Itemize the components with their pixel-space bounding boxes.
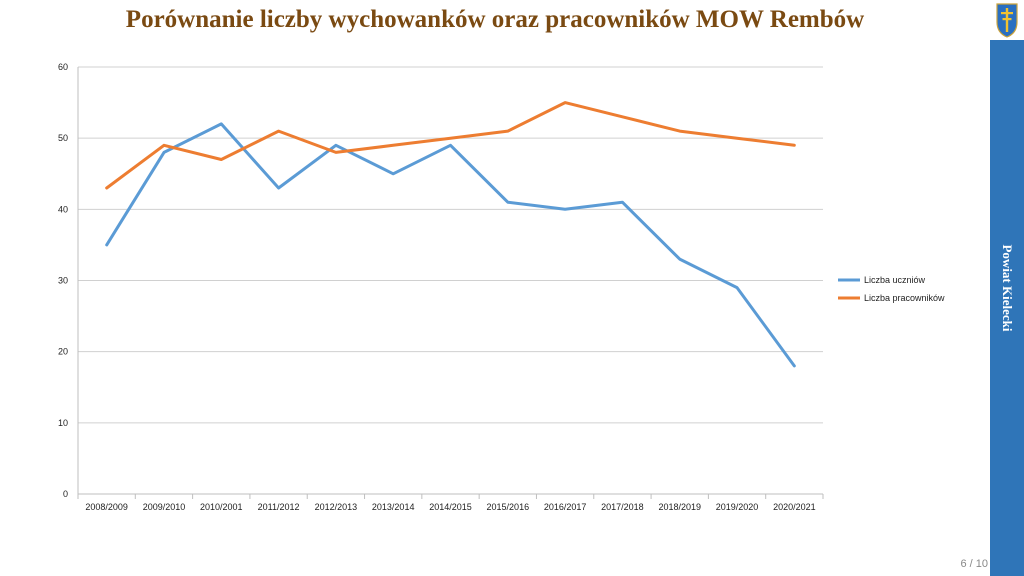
y-tick-label: 0 (63, 489, 68, 499)
x-tick-label: 2017/2018 (601, 502, 644, 512)
coat-of-arms-icon (996, 3, 1018, 38)
x-tick-label: 2019/2020 (716, 502, 759, 512)
x-tick-label: 2012/2013 (315, 502, 358, 512)
x-tick-label: 2013/2014 (372, 502, 415, 512)
x-tick-label: 2008/2009 (85, 502, 128, 512)
series-lines (105, 101, 796, 368)
x-tick-label: 2015/2016 (487, 502, 530, 512)
x-tick-label: 2018/2019 (658, 502, 701, 512)
x-tick-label: 2010/2001 (200, 502, 243, 512)
slide-title: Porównanie liczby wychowanków oraz praco… (125, 6, 865, 33)
x-tick-label: 2014/2015 (429, 502, 472, 512)
y-tick-label: 40 (58, 204, 68, 214)
series-line-1 (105, 122, 796, 368)
y-tick-label: 20 (58, 347, 68, 357)
x-tick-label: 2009/2010 (143, 502, 186, 512)
y-tick-label: 60 (58, 62, 68, 72)
page-number: 6 / 10 (960, 558, 988, 570)
emblem (990, 0, 1024, 40)
grid-lines (78, 66, 823, 495)
legend-label: Liczba uczniów (864, 275, 926, 285)
sidebar: Powiat Kielecki (990, 40, 1024, 576)
x-tick-label: 2011/2012 (258, 502, 300, 512)
line-chart: 0 10 20 30 40 50 60 2008/2009 2009/2010 2010/2001… (58, 62, 945, 512)
y-tick-label: 10 (58, 418, 68, 428)
x-tick-label: 2016/2017 (544, 502, 587, 512)
y-tick-label: 50 (58, 133, 68, 143)
legend-label: Liczba pracowników (864, 293, 945, 303)
axes: 0 10 20 30 40 50 60 2008/2009 2009/2010 2010/2001… (58, 62, 824, 512)
y-tick-label: 30 (58, 276, 68, 286)
legend: Liczba uczniów Liczba pracowników (838, 275, 945, 303)
sidebar-label: Powiat Kielecki (1000, 244, 1015, 332)
series-line-2 (105, 101, 796, 190)
x-tick-label: 2020/2021 (773, 502, 816, 512)
